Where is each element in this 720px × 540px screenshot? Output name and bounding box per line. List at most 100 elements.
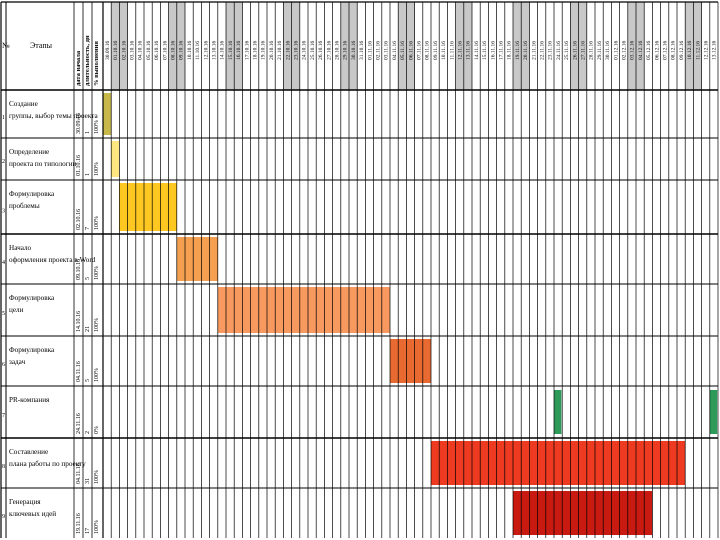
task-number: 9	[2, 514, 5, 520]
date-tick-label: 14.11.16	[474, 41, 480, 60]
task-start-date: 09.10.16	[76, 259, 82, 280]
task-bar	[513, 491, 653, 535]
header-shade	[283, 2, 292, 90]
task-number: 4	[2, 260, 5, 266]
task-name: Формулировка	[9, 294, 55, 302]
header-shade	[398, 2, 407, 90]
header-shade	[570, 2, 579, 90]
date-tick-label: 28.10.16	[335, 41, 341, 61]
task-percent: 100%	[94, 120, 100, 134]
date-tick-label: 13.12.16	[712, 41, 718, 61]
task-bar	[103, 93, 112, 135]
date-tick-label: 09.10.16	[179, 41, 185, 61]
task-name: задач	[9, 358, 26, 366]
date-tick-label: 31.10.16	[359, 41, 365, 61]
task-percent: 100%	[94, 470, 100, 484]
date-tick-label: 07.11.16	[417, 41, 423, 60]
date-tick-label: 19.11.16	[515, 41, 521, 60]
date-tick-label: 22.10.16	[285, 41, 291, 61]
date-tick-label: 20.10.16	[269, 41, 275, 61]
header-percent: % выполнения	[93, 41, 100, 86]
task-name: ключевых идей	[9, 510, 56, 518]
task-name: цели	[9, 306, 24, 314]
task-duration: 1	[85, 131, 91, 134]
task-start-date: 01.10.16	[76, 155, 82, 176]
date-tick-label: 02.12.16	[622, 41, 628, 61]
date-tick-label: 17.11.16	[499, 41, 505, 60]
date-tick-label: 03.12.16	[630, 41, 636, 61]
date-tick-label: 16.11.16	[490, 41, 496, 60]
task-percent: 100%	[94, 520, 100, 534]
header-shade	[455, 2, 464, 90]
task-start-date: 24.11.16	[76, 413, 82, 434]
date-tick-label: 10.11.16	[441, 41, 447, 60]
date-tick-label: 04.12.16	[638, 41, 644, 61]
date-tick-label: 05.10.16	[146, 41, 152, 61]
date-tick-label: 01.12.16	[613, 41, 619, 61]
task-bar	[390, 339, 431, 383]
task-percent: 100%	[94, 266, 100, 280]
date-tick-label: 24.11.16	[556, 41, 562, 60]
task-number: 8	[2, 464, 5, 470]
task-bar	[111, 141, 120, 177]
task-name: Формулировка	[9, 346, 55, 354]
task-bar	[217, 287, 390, 333]
date-tick-label: 09.12.16	[679, 41, 685, 61]
date-tick-label: 05.11.16	[400, 41, 406, 60]
date-tick-label: 07.10.16	[162, 41, 168, 61]
task-start-date: 14.10.16	[76, 311, 82, 332]
date-tick-label: 01.10.16	[113, 40, 119, 60]
date-tick-label: 13.11.16	[466, 41, 472, 60]
task-start-date: 19.11.16	[76, 513, 82, 534]
task-bar	[709, 390, 718, 434]
date-tick-label: 06.12.16	[654, 41, 660, 61]
header-shade	[111, 2, 120, 90]
date-tick-label: 04.11.16	[392, 41, 398, 60]
task-name: группы, выбор темы проекта	[9, 112, 98, 120]
task-duration: 5	[85, 277, 91, 280]
task-name: плана работы по проекту	[9, 460, 86, 468]
date-tick-label: 19.10.16	[261, 41, 267, 61]
task-percent: 100%	[94, 216, 100, 230]
date-tick-label: 27.10.16	[326, 41, 332, 61]
header-shade	[234, 2, 243, 90]
date-tick-label: 08.10.16	[171, 41, 177, 61]
task-name: проекта по типологии	[9, 160, 76, 168]
task-duration: 2	[85, 431, 91, 434]
date-tick-label: 06.10.16	[154, 41, 160, 61]
date-tick-label: 10.12.16	[687, 41, 693, 61]
date-tick-label: 26.11.16	[572, 41, 578, 60]
task-number: 2	[2, 159, 5, 165]
date-tick-label: 24.10.16	[302, 41, 308, 61]
header-shade	[627, 2, 636, 90]
task-name: Начало	[9, 244, 32, 252]
date-tick-label: 06.11.16	[408, 41, 414, 60]
task-duration: 5	[85, 379, 91, 382]
task-duration: 1	[85, 173, 91, 176]
task-start-date: 30.09.16	[76, 113, 82, 134]
date-tick-label: 18.11.16	[507, 41, 513, 60]
date-tick-label: 14.10.16	[220, 41, 226, 61]
header-shade	[636, 2, 645, 90]
task-percent: 100%	[94, 368, 100, 382]
header-shade	[168, 2, 177, 90]
date-tick-label: 20.11.16	[523, 41, 529, 60]
date-tick-label: 03.10.16	[130, 41, 136, 61]
date-tick-label: 15.10.16	[228, 41, 234, 61]
task-duration: 21	[85, 326, 91, 332]
task-percent: 100%	[94, 318, 100, 332]
task-bar	[176, 237, 218, 281]
date-tick-label: 18.10.16	[253, 41, 259, 61]
date-tick-label: 29.10.16	[343, 41, 349, 61]
date-tick-label: 30.09.16	[105, 41, 111, 60]
header-start-date: дата начала	[75, 50, 82, 86]
date-tick-label: 25.11.16	[564, 41, 570, 60]
task-duration: 31	[85, 478, 91, 484]
task-start-date: 04.11.16	[76, 463, 82, 484]
task-number: 3	[2, 208, 5, 214]
task-start-date: 02.10.16	[76, 209, 82, 230]
date-tick-label: 21.11.16	[531, 41, 537, 60]
task-name: Составление	[9, 448, 48, 456]
date-tick-label: 07.12.16	[663, 41, 669, 61]
